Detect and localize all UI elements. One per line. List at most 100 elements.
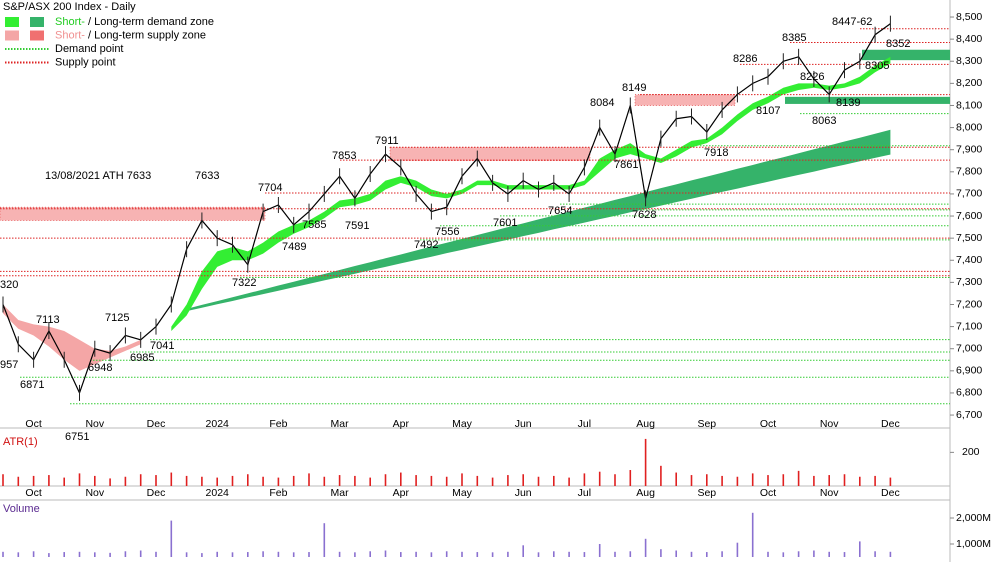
annotation: 8385 — [782, 32, 806, 44]
volume-bar — [430, 552, 433, 557]
volume-bar — [48, 553, 50, 557]
atr-bar — [94, 475, 96, 486]
atr-bar — [445, 476, 448, 486]
annotation: 6985 — [130, 352, 154, 364]
legend-label: Supply point — [55, 56, 116, 68]
volume-bar — [323, 523, 326, 557]
atr-bar — [782, 474, 785, 486]
legend-text: Supply point — [55, 56, 116, 68]
volume-bar — [354, 552, 356, 557]
x-tick-label: Jun — [515, 418, 532, 430]
annotation: 8084 — [590, 97, 614, 109]
annotation: 7125 — [105, 312, 129, 324]
atr-bar — [491, 477, 494, 486]
atr-bar — [32, 475, 35, 486]
x-tick-label: Sep — [697, 418, 716, 430]
y-tick-label: 8,500 — [956, 11, 982, 23]
volume-bar — [231, 552, 234, 557]
annotation: 7911 — [375, 135, 399, 147]
atr-bar — [415, 475, 417, 486]
volume-bar — [813, 550, 815, 557]
x-tick-label: May — [452, 418, 473, 430]
volume-bar — [400, 552, 402, 557]
volume-bar — [17, 552, 20, 557]
volume-bar — [139, 550, 142, 557]
atr-bar — [63, 477, 65, 486]
annotation: 6871 — [20, 379, 44, 391]
legend-swatch — [5, 17, 19, 27]
y-tick-label: 7,800 — [956, 166, 982, 178]
volume-bar — [292, 552, 295, 557]
x-tick-label: 2024 — [206, 487, 230, 499]
annotation: 7492 — [414, 239, 438, 251]
atr-bar — [859, 476, 861, 486]
volume-bar — [828, 551, 830, 557]
demand-zone — [862, 49, 950, 61]
volume-bar — [32, 551, 35, 557]
y-tick-label: 6,900 — [956, 365, 982, 377]
annotation: 8226 — [800, 71, 824, 83]
volume-bar — [614, 551, 616, 557]
volume-bar — [644, 538, 647, 557]
annotation: 7489 — [282, 241, 306, 253]
volume-bar — [170, 520, 173, 557]
atr-bar — [430, 475, 433, 486]
x-tick-label: Jun — [515, 487, 532, 499]
x-tick-label: Aug — [636, 487, 655, 499]
x-tick-label: Mar — [331, 487, 350, 499]
legend-text: / Long-term supply zone — [88, 29, 206, 41]
annotation: 8447-62 — [832, 16, 872, 28]
atr-bar — [675, 472, 677, 486]
atr-bar — [889, 477, 892, 486]
volume-bar — [629, 551, 632, 557]
atr-bar — [400, 472, 402, 486]
x-tick-label: Apr — [393, 418, 410, 430]
supply-zone — [0, 206, 266, 221]
y-tick-label: 6,800 — [956, 387, 982, 399]
annotation: 7113 — [36, 314, 60, 326]
chart-title: S&P/ASX 200 Index - Daily — [3, 1, 136, 13]
volume-bar — [94, 552, 96, 557]
atr-bar — [828, 475, 830, 486]
volume-bar — [63, 552, 65, 557]
x-tick-label: Nov — [820, 418, 839, 430]
atr-bar — [124, 476, 127, 486]
atr-bar — [369, 477, 371, 486]
annotation: 8063 — [812, 115, 836, 127]
volume-bar — [461, 551, 463, 557]
y-tick-label: 200 — [962, 446, 980, 458]
legend-text: Demand point — [55, 43, 124, 55]
atr-bar — [247, 474, 249, 486]
y-tick-label: 7,300 — [956, 276, 982, 288]
legend-label: Short- / Long-term demand zone — [55, 16, 214, 28]
atr-bar — [522, 474, 524, 486]
x-tick-label: Apr — [393, 487, 410, 499]
supply-zone — [389, 146, 591, 162]
atr-bar — [598, 471, 601, 486]
annotation: 7633 — [195, 170, 219, 182]
y-tick-label: 6,700 — [956, 409, 982, 421]
atr-bar — [216, 477, 218, 486]
atr-bar — [262, 476, 264, 486]
y-tick-label: 7,400 — [956, 254, 982, 266]
volume-bar — [216, 551, 218, 557]
volume-bar — [415, 551, 417, 557]
annotation: 7704 — [258, 182, 282, 194]
volume-bar — [277, 551, 280, 557]
volume-bar — [445, 551, 448, 557]
x-tick-label: Nov — [85, 487, 104, 499]
volume-bar — [859, 541, 861, 557]
panel-title: ATR(1) — [3, 436, 38, 448]
atr-bar — [155, 475, 157, 486]
atr-bar — [48, 475, 50, 486]
volume-bar — [568, 551, 570, 557]
y-tick-label: 8,100 — [956, 99, 982, 111]
x-tick-label: Mar — [331, 418, 350, 430]
annotation: 8107 — [756, 105, 780, 117]
y-tick-label: 2,000M — [956, 512, 991, 524]
atr-bar — [721, 475, 723, 486]
annotation: 7556 — [435, 226, 459, 238]
volume-bar — [721, 551, 723, 557]
annotation: 7654 — [548, 205, 572, 217]
y-tick-label: 7,600 — [956, 210, 982, 222]
